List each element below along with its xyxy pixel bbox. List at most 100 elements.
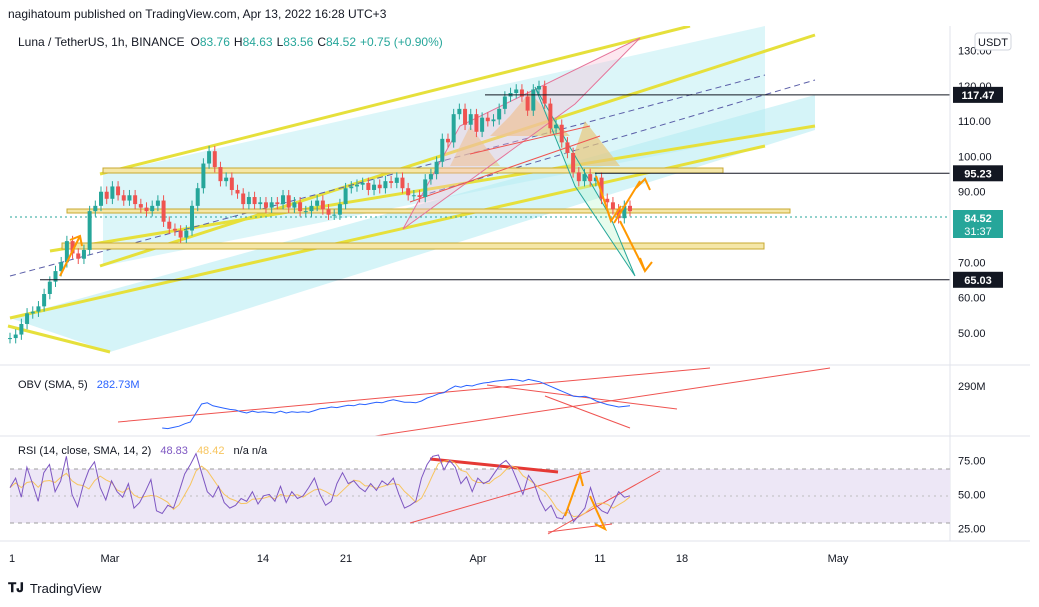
rsi-pane: RSI (14, close, SMA, 14, 2) 48.83 48.42 …: [9, 445, 986, 535]
price-candle: [423, 179, 428, 198]
price-candle: [502, 96, 507, 109]
price-candle: [463, 108, 468, 125]
high-value: 84.63: [243, 35, 273, 49]
projection-arrow: [589, 495, 608, 532]
price-candle: [184, 230, 189, 238]
price-axis[interactable]: 130.00120.00110.00100.0090.0070.0060.005…: [949, 26, 1012, 541]
horizontal-levels: [40, 94, 950, 281]
price-candle: [571, 152, 576, 173]
time-tick-label: 14: [257, 553, 269, 565]
price-candle: [167, 221, 172, 229]
price-candle: [93, 205, 98, 212]
chart-canvas[interactable]: 130.00120.00110.00100.0090.0070.0060.005…: [0, 26, 1039, 576]
price-candle: [258, 202, 263, 205]
price-candle: [332, 214, 337, 216]
obv-pane: OBV (SMA, 5) 282.73M 290M: [18, 367, 986, 437]
price-candle: [201, 163, 206, 189]
rsi-tick-label: 75.00: [958, 455, 986, 467]
price-candle: [383, 181, 388, 189]
price-candle: [343, 188, 348, 205]
last-price-value: 84.52: [964, 213, 992, 225]
price-candle: [81, 249, 86, 259]
time-tick-label: 21: [340, 553, 352, 565]
price-candle: [497, 108, 502, 120]
price-candle: [127, 195, 132, 201]
price-candle: [480, 117, 485, 132]
time-tick-label: 18: [676, 553, 688, 565]
price-candle: [326, 209, 331, 215]
rsi-line: [9, 452, 631, 523]
trend-line: [117, 367, 711, 423]
pattern-shape: [570, 121, 620, 166]
price-candle: [263, 202, 268, 208]
price-series: [8, 80, 632, 344]
price-candle: [389, 181, 394, 183]
price-candle: [593, 177, 598, 182]
price-candle: [303, 211, 308, 213]
last-price-tag: [953, 210, 1003, 238]
open-value: 83.76: [200, 35, 230, 49]
price-candle: [286, 195, 291, 208]
price-candle: [554, 124, 559, 129]
price-candle: [366, 182, 371, 190]
high-label: H: [234, 35, 243, 49]
rsi-value: 48.83: [160, 445, 188, 457]
price-candle: [224, 177, 229, 182]
price-candle: [195, 188, 200, 206]
price-level-tag: [953, 165, 1003, 182]
price-candle: [309, 205, 314, 212]
price-level-tag: [953, 86, 1003, 103]
price-candle: [53, 271, 58, 282]
rsi-ma-value: 48.42: [197, 445, 225, 457]
price-candle: [457, 108, 462, 115]
price-candle: [315, 200, 320, 206]
price-candle: [445, 138, 450, 143]
price-candle: [565, 142, 570, 153]
obv-tick: 290M: [958, 381, 986, 393]
price-candle: [354, 184, 359, 187]
rsi-title: RSI (14, close, SMA, 14, 2): [18, 445, 151, 457]
price-candle: [491, 119, 496, 122]
price-candle: [377, 184, 382, 189]
projection-arrow: [595, 175, 622, 224]
price-candle: [400, 177, 405, 189]
price-tick-label: 110.00: [958, 116, 991, 128]
price-candle: [229, 177, 234, 190]
price-level-value: 95.23: [964, 168, 992, 180]
currency-badge[interactable]: [974, 32, 1012, 51]
time-tick-label: May: [828, 553, 849, 565]
price-candle: [411, 195, 416, 197]
time-tick-label: Mar: [101, 553, 120, 565]
time-axis[interactable]: 1 Mar 14 21 Apr 11 18 May: [9, 553, 849, 565]
price-candle: [30, 311, 35, 314]
symbol-title: Luna / TetherUS, 1h, BINANCE: [18, 35, 185, 49]
price-candle: [36, 306, 41, 312]
close-value: 84.52: [326, 35, 356, 49]
projection-arrow: [639, 257, 653, 274]
price-candle: [428, 174, 433, 180]
price-candle: [218, 167, 223, 182]
price-candle: [121, 195, 126, 201]
tradingview-logo-icon: 𝐓𝐉: [8, 580, 24, 595]
symbol-legend: Luna / TetherUS, 1h, BINANCE O83.76 H84.63…: [18, 35, 443, 49]
support-zone: [61, 242, 765, 250]
footer: 𝐓𝐉 TradingView: [8, 580, 101, 596]
price-level-value: 65.03: [964, 275, 992, 287]
price-candle: [99, 191, 104, 206]
price-candle: [87, 211, 92, 250]
price-candle: [434, 161, 439, 175]
open-label: O: [191, 35, 200, 49]
price-candle: [485, 117, 490, 122]
price-candle: [281, 195, 286, 205]
price-candle: [64, 241, 69, 263]
price-candle: [212, 151, 217, 168]
price-candle: [150, 205, 155, 212]
price-candle: [451, 114, 456, 143]
channel-line: [49, 124, 816, 253]
price-candle: [468, 114, 473, 125]
price-candle: [104, 191, 109, 199]
price-candle: [536, 85, 541, 90]
price-candle: [320, 200, 325, 210]
obv-title: OBV (SMA, 5): [18, 379, 88, 391]
